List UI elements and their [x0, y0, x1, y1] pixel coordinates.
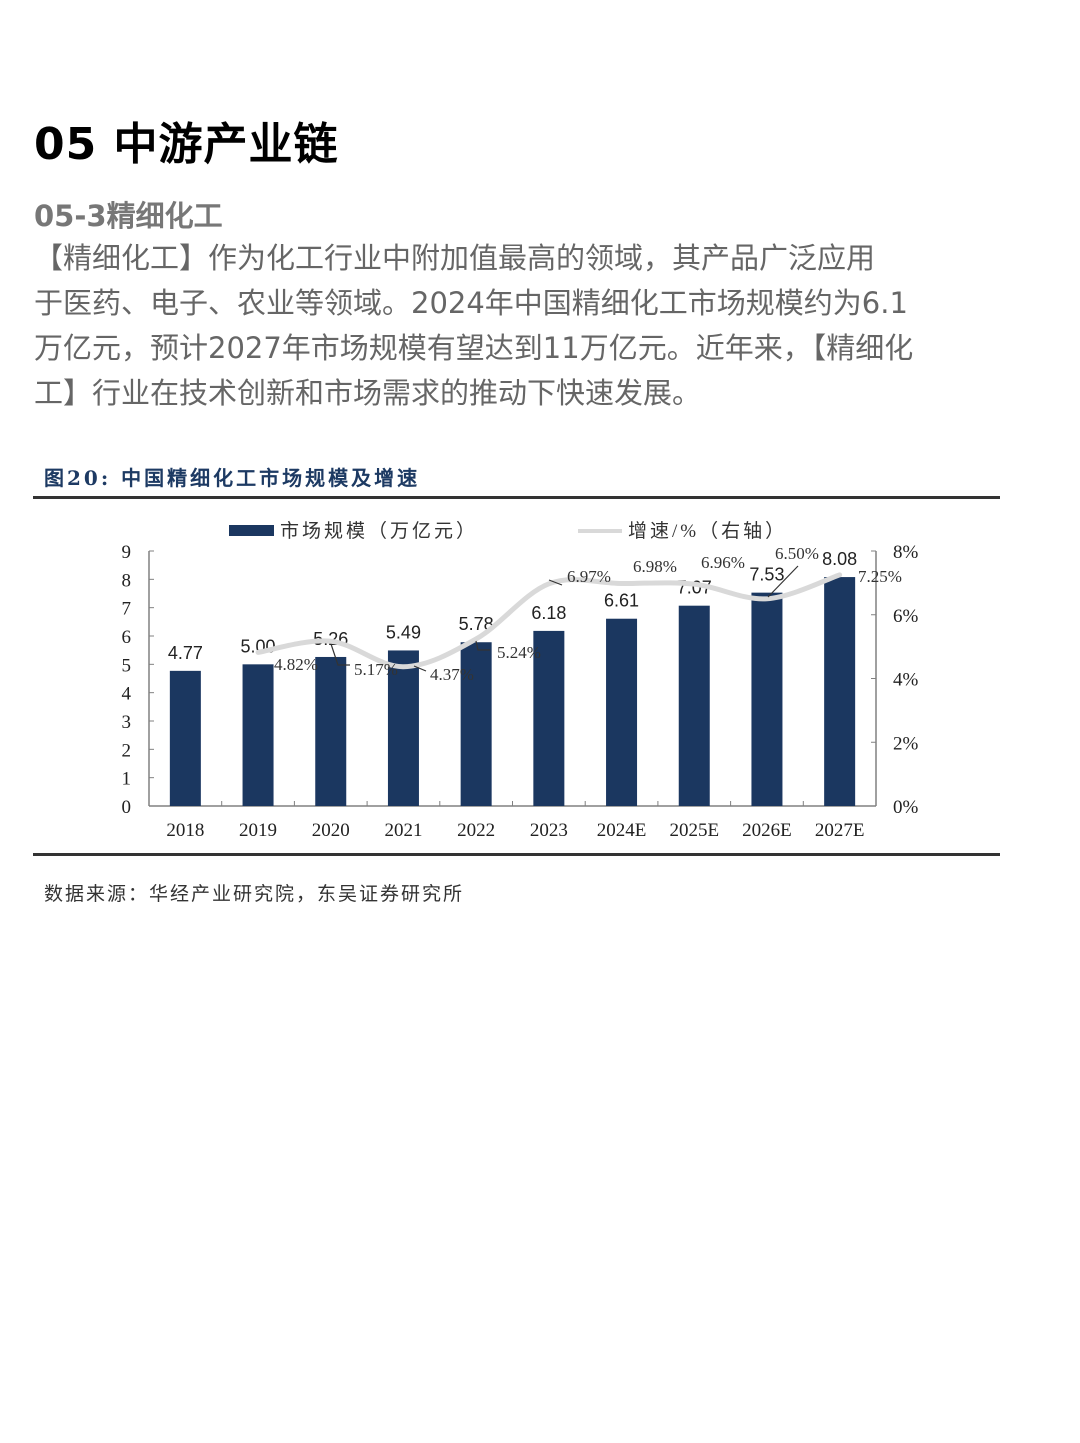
label-leader-line	[548, 579, 563, 586]
growth-line	[255, 572, 843, 670]
category-label: 2027E	[815, 820, 865, 841]
left-tick-label: 4	[122, 684, 132, 705]
category-label: 2025E	[669, 820, 719, 841]
right-tick-label: 4%	[893, 670, 919, 691]
bar	[678, 605, 710, 806]
bar-value-label: 5.49	[386, 622, 421, 642]
growth-value-label: 6.96%	[701, 553, 745, 572]
left-tick-label: 5	[122, 655, 132, 676]
label-leader-line	[413, 665, 427, 672]
category-label: 2018	[166, 820, 204, 841]
right-tick-label: 6%	[893, 606, 919, 627]
growth-value-label: 6.98%	[633, 557, 677, 576]
growth-value-label: 6.97%	[567, 567, 611, 586]
bar	[169, 670, 201, 806]
legend-bar-swatch	[229, 525, 274, 536]
left-tick-label: 0	[122, 797, 132, 818]
bar-value-label: 7.53	[749, 565, 784, 585]
bar	[751, 592, 783, 806]
category-label: 2024E	[597, 820, 647, 841]
right-tick-label: 0%	[893, 797, 919, 818]
paragraph-line: 【精细化工】作为化工行业中附加值最高的领域，其产品广泛应用	[34, 241, 876, 275]
label-leader-line	[330, 643, 350, 666]
page-title: 05 中游产业链	[34, 119, 339, 170]
left-tick-label: 6	[122, 627, 132, 648]
paragraph-line: 于医药、电子、农业等领域。2024年中国精细化工市场规模约为6.1	[34, 286, 908, 320]
bar-value-label: 6.18	[531, 603, 566, 623]
figure-top-rule	[33, 496, 1000, 499]
bar	[824, 577, 856, 806]
bar	[315, 656, 347, 806]
legend-line-label: 增速/%（右轴）	[628, 520, 787, 542]
category-label: 2019	[239, 820, 277, 841]
bar	[387, 650, 419, 806]
bar-value-label: 5.78	[459, 614, 494, 634]
growth-value-label: 4.37%	[430, 665, 474, 684]
category-label: 2023	[530, 820, 568, 841]
paragraph-line: 万亿元，预计2027年市场规模有望达到11万亿元。近年来，【精细化	[34, 331, 914, 365]
figure-bottom-rule	[33, 853, 1000, 856]
paragraph-line: 工】行业在技术创新和市场需求的推动下快速发展。	[34, 376, 702, 410]
growth-value-label: 7.25%	[858, 567, 902, 586]
bar	[460, 642, 492, 806]
legend-bar-label: 市场规模（万亿元）	[280, 520, 478, 542]
bar	[533, 630, 565, 806]
growth-value-label: 6.50%	[775, 544, 819, 563]
bar-value-label: 8.08	[822, 549, 857, 569]
right-tick-label: 2%	[893, 733, 919, 754]
bar-value-label: 4.77	[168, 643, 203, 663]
left-tick-label: 8	[122, 570, 132, 591]
bar	[242, 664, 274, 806]
category-label: 2022	[457, 820, 495, 841]
label-leader-line	[475, 640, 490, 651]
data-source: 数据来源：华经产业研究院，东吴证券研究所	[44, 883, 465, 905]
category-label: 2026E	[742, 820, 792, 841]
left-tick-label: 3	[122, 712, 132, 733]
left-tick-label: 7	[122, 599, 132, 620]
right-tick-label: 8%	[893, 542, 919, 563]
category-label: 2020	[312, 820, 350, 841]
left-tick-label: 1	[122, 769, 132, 790]
chart: 市场规模（万亿元） 增速/%（右轴） 0 1 2 3 4 5 6 7 8 9 0% 2% 4% 6% 8% 4.7…	[122, 520, 919, 841]
growth-value-label: 5.17%	[354, 660, 398, 679]
left-tick-label: 2	[122, 740, 132, 761]
growth-value-label: 5.24%	[497, 643, 541, 662]
label-leader-line	[767, 565, 799, 598]
intro-paragraph: 【精细化工】作为化工行业中附加值最高的领域，其产品广泛应用 于医药、电子、农业等…	[34, 236, 1024, 416]
section-subtitle: 05-3精细化工	[34, 199, 223, 233]
category-label: 2021	[384, 820, 422, 841]
left-tick-label: 9	[122, 542, 132, 563]
bar-value-label: 6.61	[604, 591, 639, 611]
bar	[606, 618, 638, 806]
growth-value-label: 4.82%	[274, 655, 318, 674]
figure-title: 图20: 中国精细化工市场规模及增速	[44, 466, 421, 490]
